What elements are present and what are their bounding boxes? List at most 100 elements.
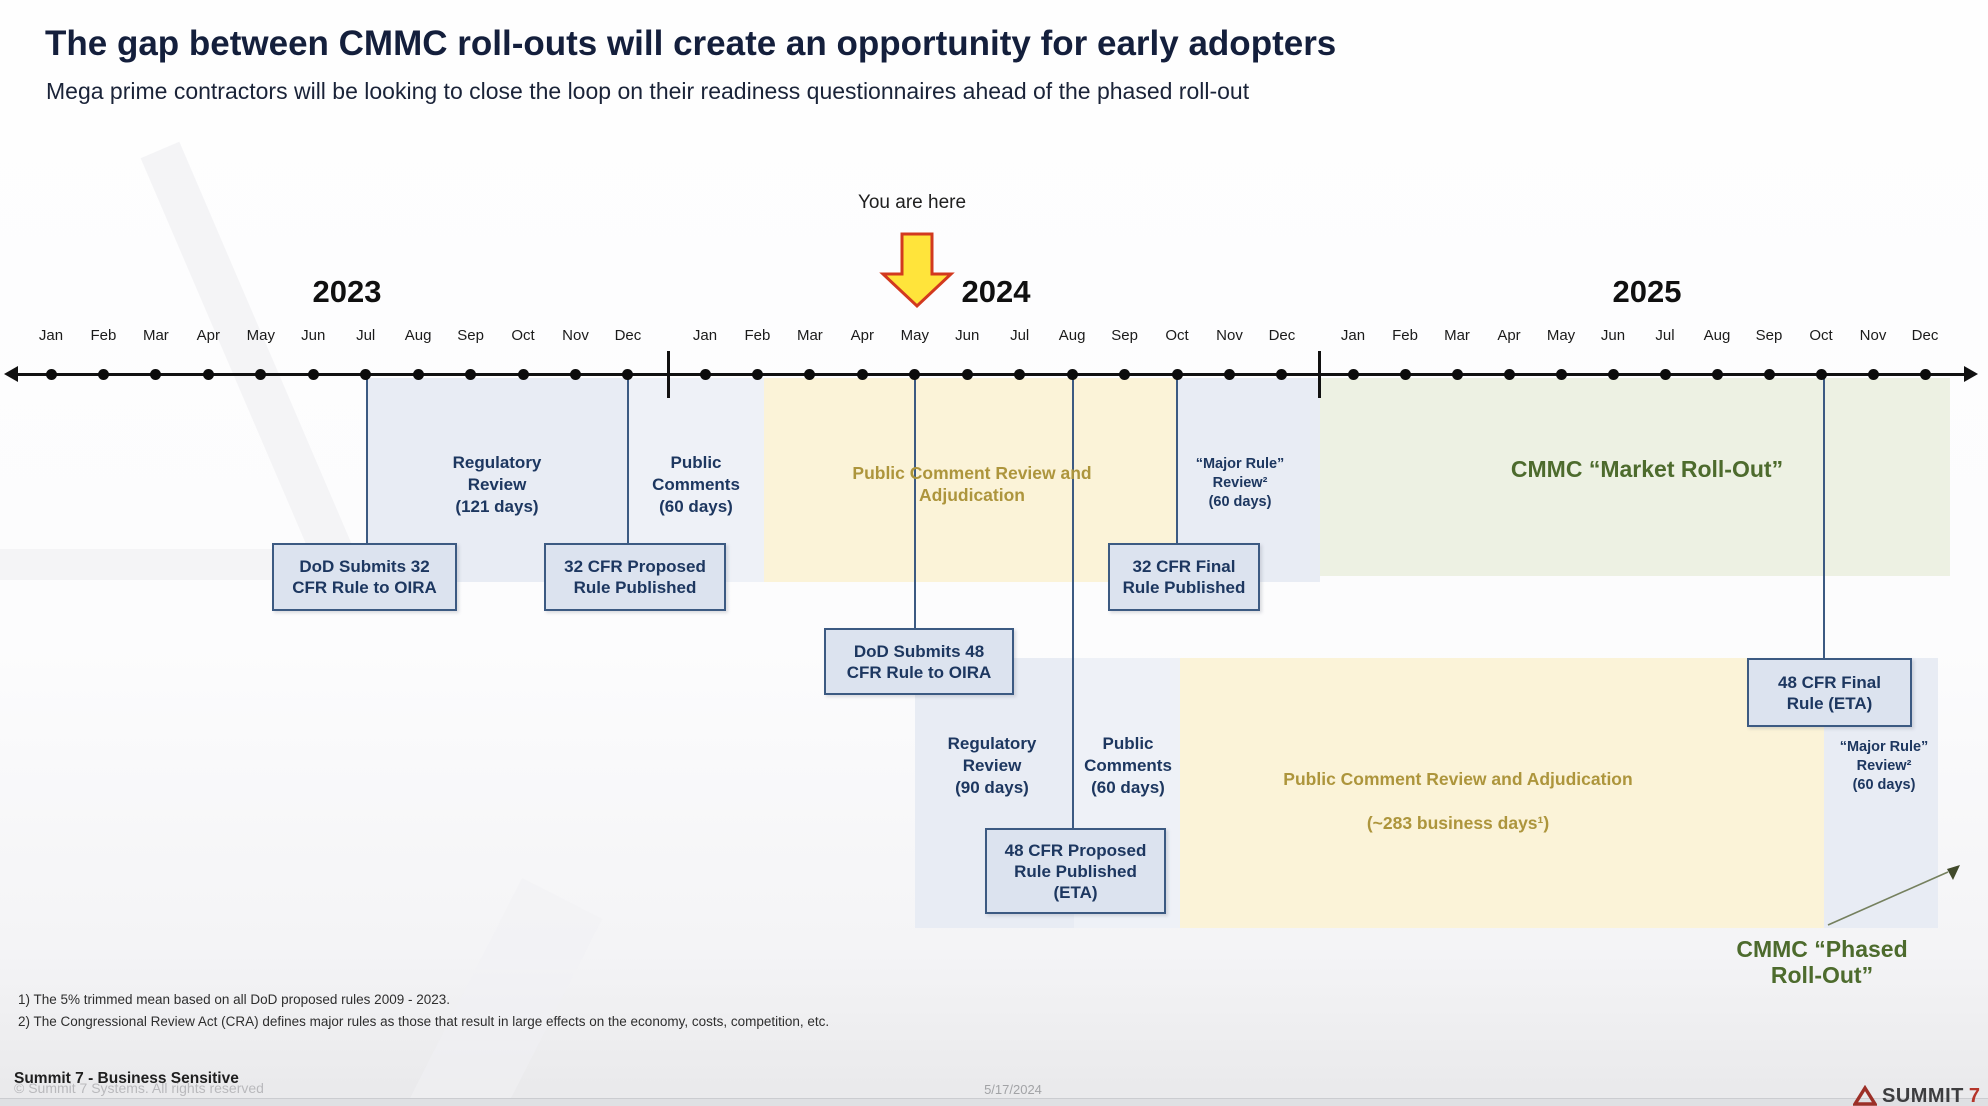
timeline-month-dot xyxy=(1399,369,1411,380)
timeline-month-dot xyxy=(622,369,634,380)
phase-label-phased-rollout: CMMC “Phased Roll-Out” xyxy=(1736,936,1908,988)
timeline-month-dot xyxy=(412,369,424,380)
milestone-connector-line xyxy=(1072,377,1074,828)
timeline-month-label: Feb xyxy=(744,327,771,344)
timeline-month-label: Jul xyxy=(356,327,376,344)
timeline-month-dot xyxy=(1607,369,1619,380)
timeline-month-label: Mar xyxy=(1444,327,1470,344)
milestone-48-cfr-proposed-published: 48 CFR Proposed Rule Published (ETA) xyxy=(985,828,1166,914)
phase-label-comment-review-adjudication-second: Public Comment Review and Adjudication (… xyxy=(1228,746,1688,856)
timeline-month-label: Nov xyxy=(562,327,589,344)
timeline-month-dot xyxy=(1276,369,1288,380)
phase-label-public-comments-60-second: Public Comments (60 days) xyxy=(1084,734,1172,797)
background-watermark-chevron xyxy=(0,141,360,580)
timeline-month-dot xyxy=(1014,369,1026,380)
timeline-month-dot xyxy=(1815,369,1827,380)
timeline-month-label: Apr xyxy=(850,327,875,344)
summit7-triangle-logo-icon xyxy=(1852,1085,1877,1106)
timeline-month-dot xyxy=(1503,369,1515,380)
timeline-month-label: Jan xyxy=(692,327,718,344)
bottom-bar xyxy=(0,1098,1988,1106)
timeline-month-dot xyxy=(97,369,109,380)
milestone-connector-line xyxy=(1823,377,1825,658)
timeline-axis xyxy=(16,373,1964,376)
timeline-month-label: Oct xyxy=(1809,327,1833,344)
timeline-month-dot xyxy=(1347,369,1359,380)
timeline-month-label: Aug xyxy=(404,327,432,344)
timeline-month-dot xyxy=(202,369,214,380)
year-label-2023: 2023 xyxy=(312,274,382,309)
milestone-dod-submits-32-cfr: DoD Submits 32 CFR Rule to OIRA xyxy=(272,543,457,611)
phased-rollout-pointer-arrow-icon xyxy=(1827,865,1960,926)
page-subtitle: Mega prime contractors will be looking t… xyxy=(46,78,1250,104)
phase-label-major-rule-review-second: “Major Rule” Review² (60 days) xyxy=(1839,739,1929,793)
phase-label-comment-review-adjudication-second-sub: (~283 business days¹) xyxy=(1366,813,1550,833)
milestone-32-cfr-proposed-published: 32 CFR Proposed Rule Published xyxy=(544,543,726,611)
timeline-month-label: Sep xyxy=(457,327,484,344)
timeline-month-dot xyxy=(1919,369,1931,380)
timeline-month-label: Jun xyxy=(955,327,980,344)
timeline-month-dot xyxy=(360,369,372,380)
timeline-month-dot xyxy=(255,369,267,380)
timeline-month-dot xyxy=(751,369,763,380)
timeline-month-dot xyxy=(307,369,319,380)
timeline-month-label: Apr xyxy=(196,327,221,344)
timeline-month-dot xyxy=(1763,369,1775,380)
phase-label-comment-review-adjudication-second-main: Public Comment Review and Adjudication xyxy=(1283,769,1633,789)
timeline-month-label: Sep xyxy=(1755,327,1783,344)
phase-label-public-comments-60-first: Public Comments (60 days) xyxy=(652,453,740,516)
timeline-month-dot xyxy=(45,369,57,380)
classification-label: Summit 7 - Business Sensitive xyxy=(14,1070,239,1087)
milestone-48-cfr-final: 48 CFR Final Rule (ETA) xyxy=(1747,658,1912,727)
phase-label-major-rule-review-first: “Major Rule” Review² (60 days) xyxy=(1195,456,1285,510)
timeline-month-label: Sep xyxy=(1111,327,1138,344)
you-are-here-label: You are here xyxy=(857,192,967,213)
milestone-connector-line xyxy=(914,377,916,628)
footnote-2: 2) The Congressional Review Act (CRA) de… xyxy=(18,1014,830,1029)
timeline-month-dot xyxy=(699,369,711,380)
footnote-1: 1) The 5% trimmed mean based on all DoD … xyxy=(18,992,450,1007)
timeline-month-label: Jan xyxy=(38,327,64,344)
year-label-2024: 2024 xyxy=(961,274,1031,309)
milestone-connector-line xyxy=(1176,377,1178,543)
timeline-month-label: Jun xyxy=(1600,327,1626,344)
timeline-month-label: Feb xyxy=(90,327,117,344)
timeline-month-dot xyxy=(570,369,581,380)
phase-label-regulatory-review-90: Regulatory Review (90 days) xyxy=(947,734,1037,797)
phase-band-market-rollout xyxy=(1320,378,1950,576)
timeline-month-label: Mar xyxy=(796,327,823,344)
milestone-dod-submits-48-cfr: DoD Submits 48 CFR Rule to OIRA xyxy=(824,628,1014,695)
slide-date: 5/17/2024 xyxy=(984,1082,1042,1097)
timeline-month-dot xyxy=(1224,369,1235,380)
timeline-month-label: Dec xyxy=(1911,327,1939,344)
phase-band-comment-review-adjudication-second xyxy=(1180,658,1824,928)
timeline-month-dot xyxy=(804,369,816,380)
timeline-month-label: Mar xyxy=(142,327,169,344)
timeline-month-label: Oct xyxy=(1165,327,1189,344)
timeline-left-arrow-icon xyxy=(4,366,18,382)
timeline-month-label: Jun xyxy=(301,327,326,344)
timeline-month-label: Aug xyxy=(1703,327,1731,344)
timeline-month-dot xyxy=(1066,369,1078,380)
phase-label-regulatory-review-121: Regulatory Review (121 days) xyxy=(452,453,542,516)
timeline-month-dot xyxy=(961,369,973,380)
phase-label-market-rollout: CMMC “Market Roll-Out” xyxy=(1510,456,1784,482)
milestone-32-cfr-final-published: 32 CFR Final Rule Published xyxy=(1108,543,1260,611)
timeline-month-label: Apr xyxy=(1497,327,1521,344)
summit7-logo: SUMMIT 7 xyxy=(1852,1085,1980,1106)
phase-label-comment-review-adjudication-first: Public Comment Review and Adjudication xyxy=(852,463,1092,505)
timeline-month-label: Jul xyxy=(1010,327,1030,344)
timeline-month-label: Feb xyxy=(1392,327,1418,344)
milestone-connector-line xyxy=(627,377,629,543)
summit7-logo-brand-text: SUMMIT xyxy=(1881,1085,1964,1106)
timeline-right-arrow-icon xyxy=(1964,366,1978,382)
year-divider-tick xyxy=(667,351,670,398)
timeline-month-label: Aug xyxy=(1058,327,1086,344)
year-label-2025: 2025 xyxy=(1612,274,1682,309)
timeline-month-label: Dec xyxy=(614,327,642,344)
timeline-month-dot xyxy=(856,369,868,380)
you-are-here-down-arrow-icon xyxy=(879,232,955,309)
timeline-month-label: May xyxy=(246,327,275,344)
year-divider-tick xyxy=(1318,351,1321,398)
